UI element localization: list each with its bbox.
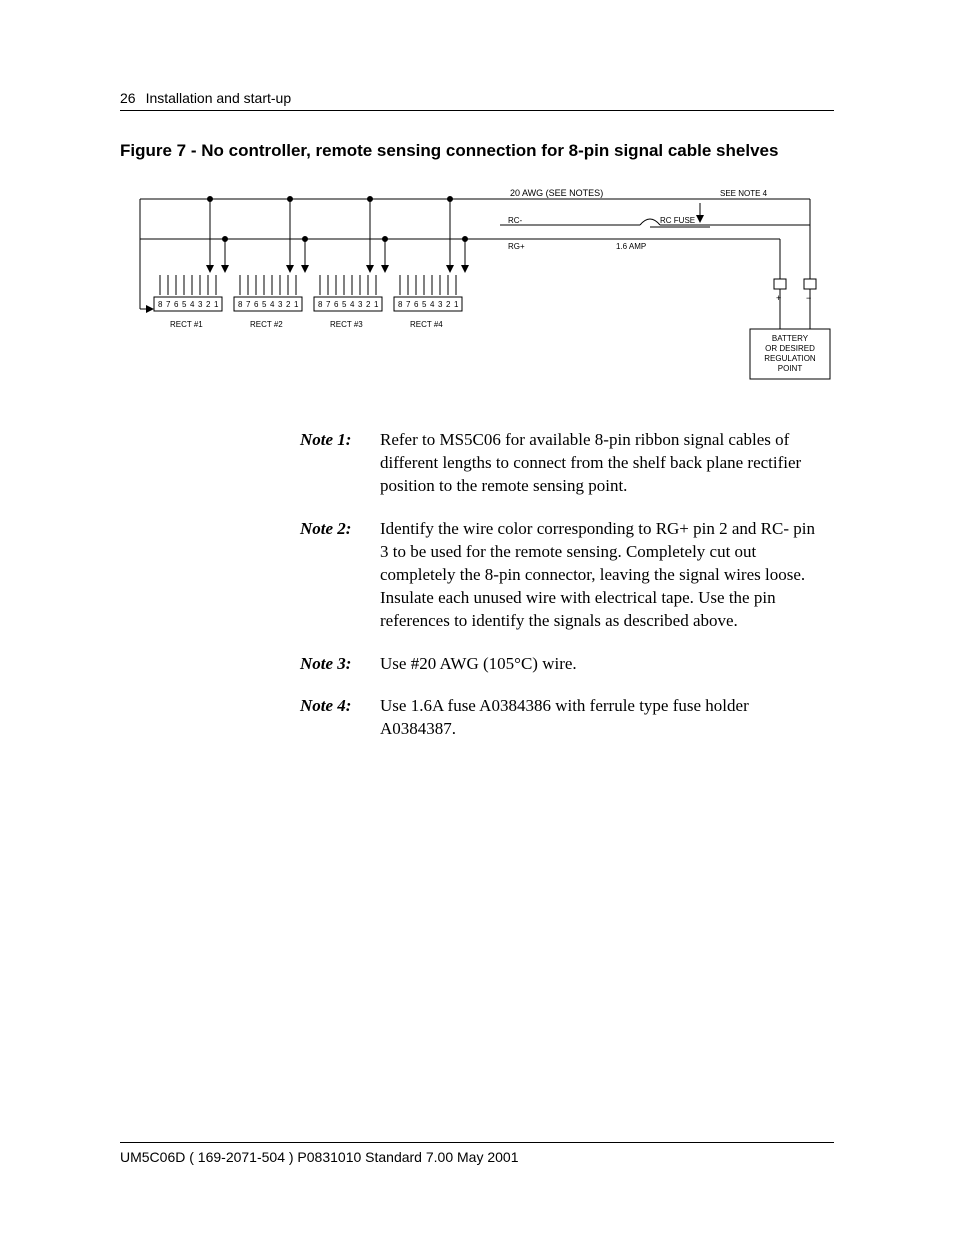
connector-rect-1: [154, 275, 222, 311]
svg-text:6: 6: [414, 300, 419, 309]
svg-text:1: 1: [454, 300, 459, 309]
section-title: Installation and start-up: [146, 90, 292, 106]
battery-box-line-1: BATTERY: [772, 334, 809, 343]
svg-text:3: 3: [198, 300, 203, 309]
figure-title: Figure 7 - No controller, remote sensing…: [120, 141, 834, 161]
note-label: Note 3:: [300, 653, 380, 676]
battery-box-line-4: POINT: [778, 364, 803, 373]
svg-text:2: 2: [446, 300, 451, 309]
note-row: Note 2: Identify the wire color correspo…: [300, 518, 820, 633]
svg-text:4: 4: [350, 300, 355, 309]
svg-text:4: 4: [270, 300, 275, 309]
rg-plus-label: RG+: [508, 242, 525, 251]
svg-text:5: 5: [182, 300, 187, 309]
rect-label-1: RECT #1: [170, 320, 203, 329]
top-wire-label: 20 AWG (SEE NOTES): [510, 188, 603, 198]
page: 26 Installation and start-up Figure 7 - …: [0, 0, 954, 1235]
connector-rect-3: [314, 275, 382, 311]
svg-text:4: 4: [430, 300, 435, 309]
note-row: Note 1: Refer to MS5C06 for available 8-…: [300, 429, 820, 498]
rect-label-3: RECT #3: [330, 320, 363, 329]
note-label: Note 2:: [300, 518, 380, 633]
svg-text:5: 5: [422, 300, 427, 309]
page-number: 26: [120, 90, 136, 106]
svg-text:1: 1: [374, 300, 379, 309]
note-text: Identify the wire color corresponding to…: [380, 518, 820, 633]
svg-text:3: 3: [278, 300, 283, 309]
fuse-current-label: 1.6 AMP: [616, 242, 646, 251]
wiring-diagram: 20 AWG (SEE NOTES): [120, 179, 834, 399]
rect-label-2: RECT #2: [250, 320, 283, 329]
rc-fuse-label: RC FUSE: [660, 216, 695, 225]
svg-text:2: 2: [206, 300, 211, 309]
svg-text:3: 3: [358, 300, 363, 309]
page-footer: UM5C06D ( 169-2071-504 ) P0831010 Standa…: [120, 1142, 834, 1165]
svg-text:8: 8: [318, 300, 323, 309]
svg-text:3: 3: [438, 300, 443, 309]
svg-text:2: 2: [286, 300, 291, 309]
svg-text:2: 2: [366, 300, 371, 309]
battery-box-line-3: REGULATION: [764, 354, 816, 363]
note-text: Use #20 AWG (105°C) wire.: [380, 653, 820, 676]
svg-text:4: 4: [190, 300, 195, 309]
svg-text:6: 6: [174, 300, 179, 309]
note-label: Note 4:: [300, 695, 380, 741]
rect-label-4: RECT #4: [410, 320, 443, 329]
notes-list: Note 1: Refer to MS5C06 for available 8-…: [300, 429, 820, 741]
svg-text:6: 6: [254, 300, 259, 309]
svg-text:6: 6: [334, 300, 339, 309]
svg-text:1: 1: [214, 300, 219, 309]
svg-text:5: 5: [342, 300, 347, 309]
note-row: Note 3: Use #20 AWG (105°C) wire.: [300, 653, 820, 676]
svg-text:8: 8: [238, 300, 243, 309]
connector-rect-2: [234, 275, 302, 311]
note-text: Refer to MS5C06 for available 8-pin ribb…: [380, 429, 820, 498]
svg-text:5: 5: [262, 300, 267, 309]
svg-text:7: 7: [166, 300, 171, 309]
battery-box-line-2: OR DESIRED: [765, 344, 815, 353]
note-text: Use 1.6A fuse A0384386 with ferrule type…: [380, 695, 820, 741]
svg-text:7: 7: [406, 300, 411, 309]
svg-text:8: 8: [158, 300, 163, 309]
svg-text:7: 7: [246, 300, 251, 309]
see-note-4-label: SEE NOTE 4: [720, 189, 768, 198]
connector-rect-4: [394, 275, 462, 311]
footer-text: UM5C06D ( 169-2071-504 ) P0831010 Standa…: [120, 1149, 518, 1165]
rc-minus-label: RC-: [508, 216, 523, 225]
page-header: 26 Installation and start-up: [120, 90, 834, 111]
note-row: Note 4: Use 1.6A fuse A0384386 with ferr…: [300, 695, 820, 741]
svg-text:8: 8: [398, 300, 403, 309]
note-label: Note 1:: [300, 429, 380, 498]
svg-text:1: 1: [294, 300, 299, 309]
svg-text:7: 7: [326, 300, 331, 309]
